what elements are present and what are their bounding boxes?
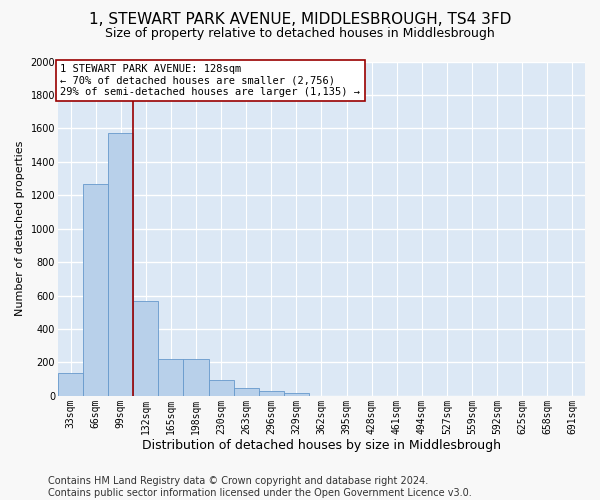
Bar — [58, 372, 83, 396]
Bar — [108, 132, 133, 396]
Bar — [83, 184, 108, 396]
Bar — [133, 302, 158, 396]
Text: 1, STEWART PARK AVENUE, MIDDLESBROUGH, TS4 3FD: 1, STEWART PARK AVENUE, MIDDLESBROUGH, T… — [89, 12, 511, 28]
Y-axis label: Number of detached properties: Number of detached properties — [15, 141, 25, 316]
Bar — [259, 391, 284, 396]
Bar — [158, 359, 184, 396]
Bar — [233, 388, 259, 396]
Bar — [284, 393, 309, 396]
X-axis label: Distribution of detached houses by size in Middlesbrough: Distribution of detached houses by size … — [142, 440, 501, 452]
Text: 1 STEWART PARK AVENUE: 128sqm
← 70% of detached houses are smaller (2,756)
29% o: 1 STEWART PARK AVENUE: 128sqm ← 70% of d… — [61, 64, 361, 97]
Text: Size of property relative to detached houses in Middlesbrough: Size of property relative to detached ho… — [105, 28, 495, 40]
Bar — [184, 359, 209, 396]
Bar — [209, 380, 233, 396]
Text: Contains HM Land Registry data © Crown copyright and database right 2024.
Contai: Contains HM Land Registry data © Crown c… — [48, 476, 472, 498]
